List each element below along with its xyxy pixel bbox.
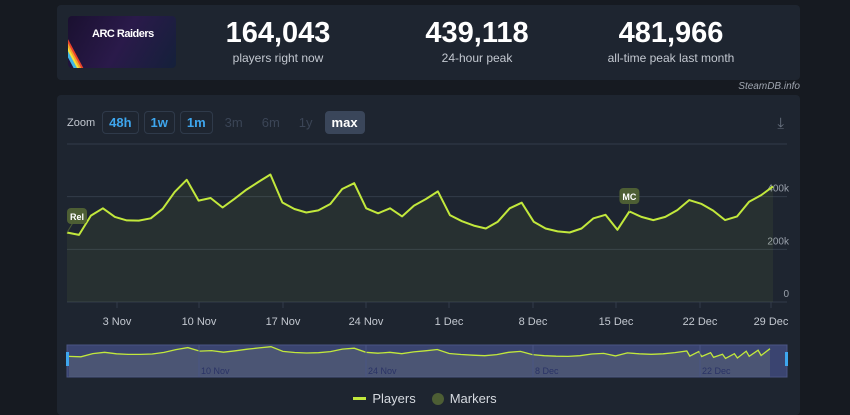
legend: Players Markers	[0, 391, 850, 406]
legend-item-markers[interactable]: Markers	[431, 391, 497, 406]
players-swatch	[353, 397, 367, 400]
x-tick-label: 15 Dec	[599, 316, 634, 328]
marker-label: MC	[622, 192, 636, 202]
navigator-tick-label: 22 Dec	[702, 366, 731, 376]
players-line	[66, 173, 774, 236]
logo-text: ARC Raiders	[92, 28, 154, 40]
y-tick-label: 200k	[767, 236, 790, 247]
x-tick-label: 1 Dec	[435, 316, 464, 328]
zoom-1w-button[interactable]: 1w	[143, 111, 175, 134]
stat-value: 164,043	[225, 17, 331, 49]
stat-label: all-time peak last month	[607, 51, 735, 65]
stat-value: 439,118	[425, 17, 529, 49]
navigator-tick-label: 24 Nov	[368, 366, 397, 376]
stat-current-players: 164,043 players right now	[178, 17, 378, 65]
zoom-max-button[interactable]: max	[324, 111, 365, 134]
navigator-handle-left[interactable]	[66, 352, 69, 366]
legend-item-players[interactable]: Players	[353, 391, 416, 406]
zoom-6m-button: 6m	[261, 115, 280, 130]
zoom-toolbar: Zoom 48h 1w 1m 3m 6m 1y max	[67, 111, 365, 134]
steamdb-credit-link[interactable]: SteamDB.info	[738, 81, 800, 92]
navigator-line	[68, 346, 771, 360]
download-icon[interactable]: ⤓	[777, 115, 784, 132]
y-tick-label: 0	[783, 289, 789, 300]
x-tick-label: 3 Nov	[103, 316, 132, 328]
game-logo[interactable]: ARC Raiders	[68, 16, 176, 68]
navigator-handle-right[interactable]	[785, 352, 788, 366]
x-tick-label: 22 Dec	[683, 316, 718, 328]
zoom-3m-button: 3m	[224, 115, 243, 130]
x-tick-label: 10 Nov	[182, 316, 217, 328]
stat-all-time-peak: 481,966 all-time peak last month	[571, 17, 771, 65]
x-tick-label: 17 Nov	[266, 316, 301, 328]
marker-badge	[619, 188, 640, 204]
markers-swatch	[431, 392, 444, 405]
stat-label: 24-hour peak	[441, 51, 513, 65]
x-tick-label: 29 Dec	[754, 316, 789, 328]
marker-label: Rel	[70, 212, 84, 222]
zoom-48h-button[interactable]: 48h	[102, 111, 139, 134]
stat-value: 481,966	[618, 17, 724, 49]
y-tick-label: 400k	[767, 184, 790, 195]
legend-label: Players	[372, 391, 416, 406]
players-area	[67, 174, 773, 302]
stat-24h-peak: 439,118 24-hour peak	[377, 17, 577, 65]
navigator-tick-label: 10 Nov	[201, 366, 230, 376]
navigator-tick-label: 8 Dec	[535, 366, 559, 376]
marker-badge	[67, 208, 87, 224]
zoom-label: Zoom	[67, 116, 96, 129]
x-tick-label: 8 Dec	[519, 316, 548, 328]
zoom-1m-button[interactable]: 1m	[179, 111, 213, 134]
stats-card: ARC Raiders 164,043 players right now 43…	[57, 5, 800, 80]
stat-label: players right now	[232, 51, 324, 65]
x-tick-label: 24 Nov	[349, 316, 384, 328]
legend-label: Markers	[449, 391, 497, 406]
zoom-1y-button: 1y	[298, 115, 313, 130]
